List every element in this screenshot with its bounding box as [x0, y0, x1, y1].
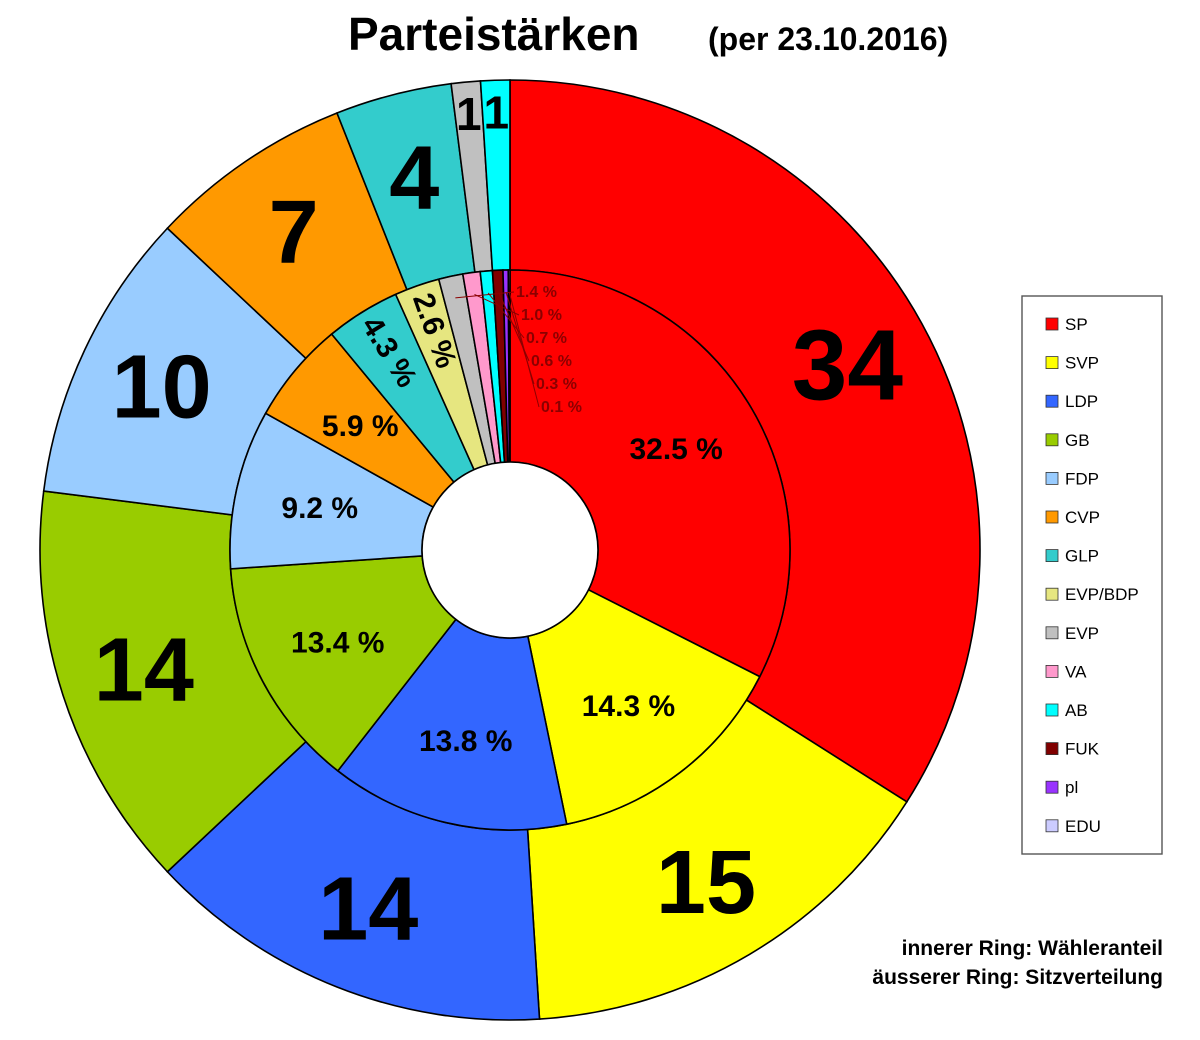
legend-swatch-ab: [1045, 703, 1059, 717]
inner-label-edu: 0.1 %: [541, 399, 582, 416]
leader-line-evp: [455, 291, 515, 299]
outer-label-evp: 1: [456, 88, 482, 140]
chart-title: Parteistärken: [348, 8, 640, 60]
inner-label-sp: 32.5 %: [629, 433, 722, 466]
donut-hole: [421, 461, 599, 639]
legend-swatch-fdp: [1045, 471, 1059, 485]
legend-label-edu: EDU: [1065, 817, 1101, 836]
outer-label-sp: 34: [792, 310, 904, 422]
inner-ring-vote-share: [229, 269, 791, 831]
legend-swatch-gb: [1045, 433, 1059, 447]
inner-label-pl: 0.3 %: [536, 376, 577, 393]
legend-swatch-cvp: [1045, 510, 1059, 524]
outer-label-cvp: 7: [269, 183, 319, 283]
legend-label-glp: GLP: [1065, 547, 1099, 566]
outer-label-svp: 15: [656, 833, 756, 933]
outer-label-ldp: 14: [318, 859, 418, 959]
legend-items: SP SVP LDP GB FDP CVP GLP EVP/BDP EVP VA AB FUK pl ED…: [1045, 315, 1139, 836]
legend: SP SVP LDP GB FDP CVP GLP EVP/BDP EVP VA AB FUK pl ED…: [1021, 295, 1163, 855]
inner-label-ab: 0.7 %: [526, 330, 567, 347]
inner-ring-note: innerer Ring: Wähleranteil: [902, 937, 1163, 960]
outer-ring-note: äusserer Ring: Sitzverteilung: [872, 966, 1163, 989]
legend-swatch-evp-bdp: [1045, 587, 1059, 601]
legend-label-pl: pl: [1065, 778, 1078, 797]
legend-box: [1021, 295, 1163, 855]
legend-swatch-edu: [1045, 819, 1059, 833]
inner-label-va: 1.0 %: [521, 307, 562, 324]
outer-label-fdp: 10: [112, 338, 212, 438]
inner-label-svp: 14.3 %: [582, 690, 675, 723]
leader-line-edu: [508, 291, 540, 408]
legend-label-svp: SVP: [1065, 354, 1099, 373]
legend-label-cvp: CVP: [1065, 508, 1100, 527]
legend-label-fuk: FUK: [1065, 740, 1100, 759]
inner-label-fdp: 9.2 %: [281, 492, 358, 525]
legend-swatch-fuk: [1045, 742, 1059, 755]
outer-label-gb: 14: [94, 620, 194, 720]
inner-label-ldp: 13.8 %: [419, 725, 512, 758]
chart-subtitle: (per 23.10.2016): [708, 21, 948, 57]
legend-swatch-ldp: [1045, 394, 1059, 408]
inner-label-evp: 1.4 %: [516, 284, 557, 301]
outer-ring-labels: 34 15 14 14 10 741 1: [94, 86, 904, 959]
legend-swatch-evp: [1045, 626, 1059, 640]
legend-swatch-glp: [1045, 549, 1059, 562]
legend-label-ab: AB: [1065, 701, 1088, 720]
legend-swatch-pl: [1045, 780, 1059, 794]
legend-label-sp: SP: [1065, 315, 1088, 334]
legend-swatch-va: [1045, 665, 1059, 678]
inner-label-cvp: 5.9 %: [322, 410, 399, 443]
legend-label-gb: GB: [1065, 431, 1090, 450]
legend-swatch-sp: [1045, 317, 1059, 331]
legend-swatch-svp: [1045, 356, 1059, 370]
outer-ring-seats: [39, 79, 981, 1021]
legend-label-evp: EVP: [1065, 624, 1099, 643]
legend-label-va: VA: [1065, 662, 1087, 681]
legend-label-fdp: FDP: [1065, 469, 1099, 488]
outer-label-ab: 1: [483, 86, 509, 138]
inner-label-fuk: 0.6 %: [531, 353, 572, 370]
legend-label-ldp: LDP: [1065, 392, 1098, 411]
outer-label-glp: 4: [389, 129, 439, 229]
legend-label-evp-bdp: EVP/BDP: [1065, 585, 1139, 604]
inner-label-gb: 13.4 %: [291, 626, 384, 659]
